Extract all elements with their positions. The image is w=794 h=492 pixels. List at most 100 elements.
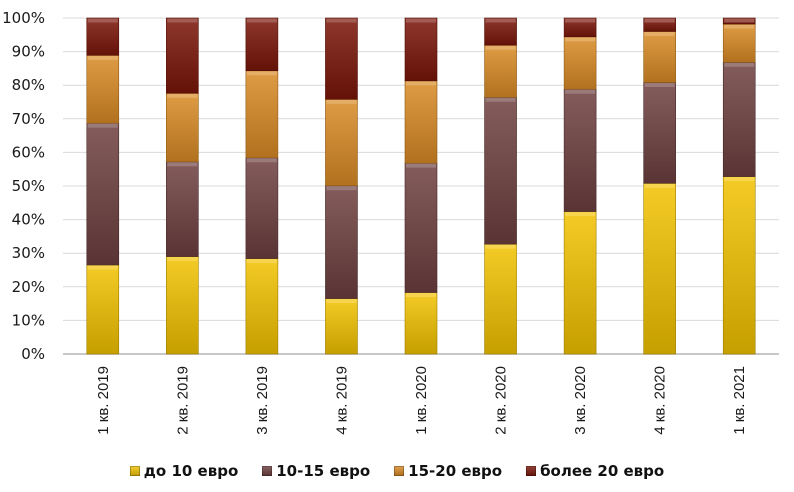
bars — [86, 17, 756, 355]
legend-item: более 20 евро — [526, 462, 664, 480]
y-tick-label: 100% — [2, 9, 45, 27]
legend-swatch — [129, 466, 140, 476]
bar-segment — [166, 92, 199, 163]
bar-segment-highlight — [644, 18, 675, 23]
x-tick-label: 4 кв. 2019 — [333, 366, 350, 435]
bar-segment — [722, 23, 756, 63]
bar-stack — [245, 17, 279, 355]
bar-stack — [86, 17, 120, 355]
bar-segment — [166, 256, 199, 355]
bar-segment — [563, 17, 597, 38]
bar-segment-highlight — [167, 257, 198, 262]
x-tick-label: 1 кв. 2021 — [731, 366, 748, 435]
y-tick-label: 30% — [12, 244, 45, 262]
legend-item: до 10 евро — [129, 462, 239, 480]
bar-segment — [563, 211, 597, 355]
bar-segment-highlight — [406, 18, 436, 23]
y-tick-label: 10% — [12, 311, 45, 329]
bar-segment-highlight — [406, 81, 436, 86]
bar-segment-highlight — [87, 123, 118, 128]
legend-item: 10-15 евро — [262, 462, 370, 480]
bar-segment — [245, 17, 279, 72]
legend: до 10 евро 10-15 евро 15-20 евро более 20 е… — [0, 458, 794, 484]
bar-segment-highlight — [565, 18, 596, 23]
bar-stack — [643, 17, 676, 355]
bar-segment-highlight — [724, 24, 755, 29]
bar-segment — [404, 17, 438, 82]
bar-segment — [325, 99, 358, 186]
bar-segment — [643, 31, 676, 83]
bar-segment-highlight — [167, 162, 198, 167]
y-tick-label: 50% — [12, 177, 45, 195]
bar-segment-highlight — [485, 244, 516, 249]
x-tick-label: 4 кв. 2020 — [652, 366, 669, 435]
bar-segment-highlight — [167, 93, 198, 98]
y-tick-label: 40% — [12, 211, 45, 229]
y-axis: 0% 10% 20% 30% 40% 50% 60% 70% 80% 90% 100% — [2, 9, 45, 363]
bar-segment-highlight — [246, 71, 277, 76]
bar-segment-highlight — [246, 18, 277, 23]
x-tick-label: 3 кв. 2019 — [254, 366, 271, 435]
bar-segment — [404, 162, 438, 293]
x-tick-label: 2 кв. 2019 — [174, 366, 191, 435]
y-tick-label: 70% — [12, 110, 45, 128]
bar-segment — [484, 243, 517, 355]
bar-segment-highlight — [485, 45, 516, 50]
bar-segment — [325, 298, 358, 355]
bar-segment — [404, 80, 438, 164]
bar-segment — [86, 17, 120, 56]
bar-segment — [484, 44, 517, 98]
bar-segment-highlight — [326, 186, 357, 191]
legend-label: 10-15 евро — [276, 462, 371, 480]
bar-segment — [245, 70, 279, 159]
x-tick-label: 1 кв. 2020 — [413, 366, 430, 435]
bar-segment — [325, 185, 358, 299]
bar-segment-highlight — [246, 158, 277, 163]
bar-segment — [722, 62, 756, 177]
bar-segment — [245, 157, 279, 259]
bar-segment-highlight — [87, 18, 118, 23]
bar-segment — [86, 54, 120, 124]
legend-item: 15-20 евро — [394, 462, 502, 480]
bar-segment-highlight — [644, 31, 675, 36]
bar-segment — [166, 161, 199, 257]
y-tick-label: 60% — [12, 143, 45, 161]
bar-segment-highlight — [644, 183, 675, 188]
bar-segment — [563, 36, 597, 90]
bar-segment — [404, 292, 438, 355]
bar-segment-highlight — [406, 163, 436, 168]
bar-segment-highlight — [326, 299, 357, 304]
x-tick-label: 1 кв. 2019 — [95, 366, 112, 435]
bar-segment-highlight — [406, 293, 436, 298]
bar-segment — [643, 183, 676, 355]
bar-segment — [325, 17, 358, 100]
x-axis: 1 кв. 2019 2 кв. 2019 3 кв. 2019 4 кв. 2019… — [95, 366, 748, 435]
bar-segment — [86, 122, 120, 266]
bar-stack — [563, 17, 597, 355]
bar-segment-highlight — [167, 18, 198, 23]
bar-stack — [325, 17, 358, 355]
bar-segment-highlight — [485, 97, 516, 102]
bar-segment-highlight — [724, 177, 755, 182]
legend-swatch — [526, 466, 537, 476]
bar-segment-highlight — [565, 37, 596, 42]
legend-label: до 10 евро — [143, 462, 239, 480]
bar-segment — [643, 82, 676, 184]
bar-segment — [484, 96, 517, 245]
bar-segment-highlight — [724, 18, 755, 23]
bar-segment-highlight — [326, 18, 357, 23]
bar-segment-highlight — [87, 55, 118, 60]
bar-segment — [245, 258, 279, 355]
bar-segment-highlight — [644, 83, 675, 88]
y-tick-label: 20% — [12, 278, 45, 296]
legend-swatch — [262, 466, 273, 476]
x-tick-label: 3 кв. 2020 — [572, 366, 589, 435]
bar-segment — [86, 264, 120, 355]
legend-swatch — [394, 466, 405, 476]
bar-stack — [484, 17, 517, 355]
y-tick-label: 0% — [21, 345, 45, 363]
legend-label: 15-20 евро — [408, 462, 503, 480]
bar-segment-highlight — [565, 212, 596, 217]
bar-segment-highlight — [724, 62, 755, 67]
bar-segment — [166, 17, 199, 94]
